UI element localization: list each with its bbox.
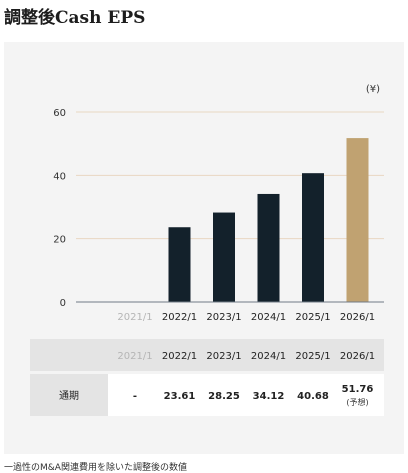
- table-cells: - 23.61 28.25 34.12 40.68 51.76 (予想): [133, 384, 373, 407]
- table-header-cell: 2022/1: [162, 351, 197, 362]
- bar: [302, 173, 324, 302]
- table-cell: 40.68: [297, 391, 329, 402]
- x-tick-label: 2022/1: [162, 312, 197, 323]
- table-cell: 28.25: [208, 391, 240, 402]
- table-header-cell: 2026/1: [340, 351, 375, 362]
- forecast-note: (予想): [346, 397, 368, 407]
- x-tick-label: 2025/1: [295, 312, 330, 323]
- bars: [168, 138, 369, 302]
- table-header-row: [30, 339, 384, 371]
- table-cell: 23.61: [164, 391, 196, 402]
- y-tick-label: 40: [53, 171, 66, 182]
- bar: [346, 138, 369, 302]
- bar: [213, 212, 235, 302]
- page-title: 調整後Cash EPS: [4, 8, 146, 28]
- x-tick-label: 2023/1: [206, 312, 241, 323]
- table-header: 2021/1 2022/1 2023/1 2024/1 2025/1 2026/1: [117, 351, 375, 362]
- table-cell: -: [133, 391, 137, 402]
- bar: [168, 227, 191, 302]
- footnote: 一過性のM&A関連費用を除いた調整後の数値: [4, 463, 187, 473]
- table-row-label: 通期: [59, 390, 79, 402]
- y-tick-label: 20: [53, 235, 66, 246]
- y-tick-label: 60: [53, 108, 66, 119]
- table-row-label-cell: [30, 374, 108, 416]
- table-header-cell: 2021/1: [117, 351, 152, 362]
- y-tick-label: 0: [60, 298, 66, 309]
- table-cell: 34.12: [253, 391, 285, 402]
- table-header-cell: 2023/1: [206, 351, 241, 362]
- table-header-cell: 2024/1: [251, 351, 286, 362]
- unit-label: (¥): [366, 84, 380, 95]
- x-tick-label: 2021/1: [117, 312, 152, 323]
- bar: [257, 193, 280, 302]
- table-header-cell: 2025/1: [295, 351, 330, 362]
- x-tick-label: 2024/1: [251, 312, 286, 323]
- y-axis-ticks: 0 20 40 60: [53, 108, 66, 309]
- table-cell: 51.76: [342, 384, 374, 395]
- x-axis-ticks: 2021/1 2022/1 2023/1 2024/1 2025/1 2026/1: [117, 312, 375, 323]
- x-tick-label: 2026/1: [340, 312, 375, 323]
